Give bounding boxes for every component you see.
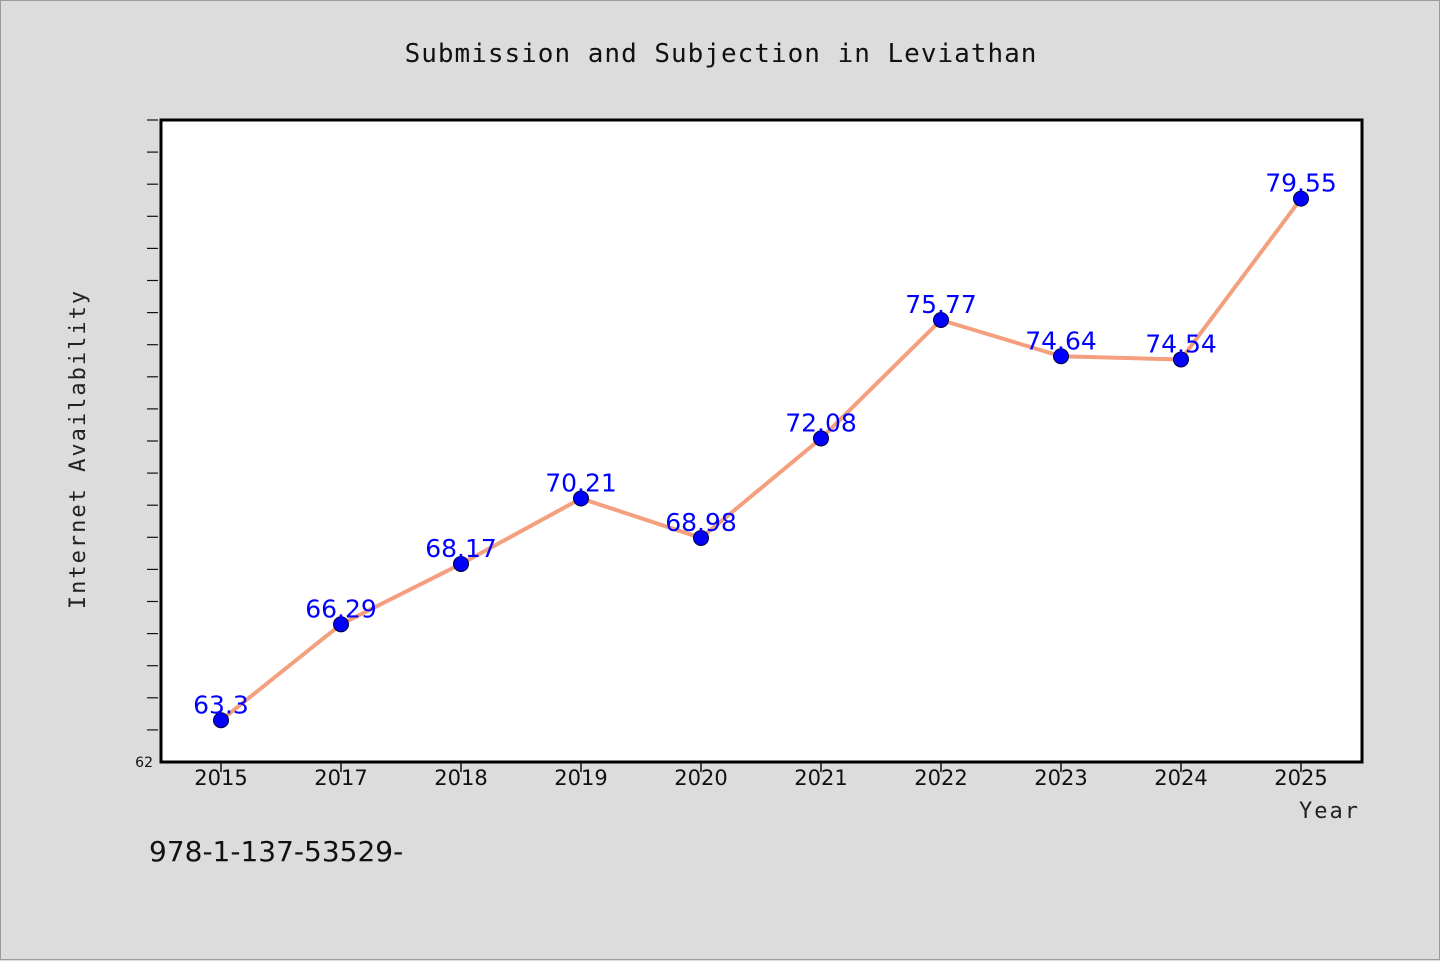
data-point xyxy=(813,430,829,447)
data-point xyxy=(453,555,469,572)
data-label-group: 63.3 66.29 68.17 70.21 68.98 72.08 75.77 74.64 7… xyxy=(193,169,1337,720)
x-axis-label: Year xyxy=(1299,799,1360,824)
x-tick-label: 2023 xyxy=(1034,766,1087,790)
data-label: 66.29 xyxy=(305,594,377,623)
y-axis-label: Internet Availability xyxy=(66,289,91,609)
x-tick-label: 2018 xyxy=(434,766,487,790)
data-label: 79.55 xyxy=(1265,169,1337,198)
y-axis-ticks xyxy=(147,119,158,731)
data-label: 68.98 xyxy=(665,508,737,537)
x-tick-label: 2024 xyxy=(1154,766,1207,790)
chart-title: Submission and Subjection in Leviathan xyxy=(405,39,1038,69)
data-point xyxy=(1293,190,1309,207)
y-tick-label: 62 xyxy=(135,755,153,771)
data-point xyxy=(213,712,229,729)
data-label: 75.77 xyxy=(905,290,977,319)
data-label: 63.3 xyxy=(193,690,249,719)
x-tick-label: 2015 xyxy=(194,766,247,790)
data-label: 74.64 xyxy=(1025,326,1097,355)
data-label: 74.54 xyxy=(1145,329,1217,358)
x-axis-ticks: 2015 2017 2018 2019 2020 2021 2022 2023 2024 2025 xyxy=(194,762,1328,790)
x-tick-label: 2021 xyxy=(794,766,847,790)
x-tick-label: 2017 xyxy=(314,766,367,790)
data-label: 70.21 xyxy=(545,468,617,497)
data-point xyxy=(573,490,589,507)
data-point xyxy=(1173,351,1189,368)
isbn-text: 978-1-137-53529- xyxy=(149,835,404,868)
data-point xyxy=(933,311,949,328)
series-line-group xyxy=(213,190,1309,729)
data-point xyxy=(1053,348,1069,365)
plot-area xyxy=(159,118,1364,764)
x-tick-label: 2019 xyxy=(554,766,607,790)
series-line xyxy=(219,196,1303,723)
x-tick-label: 2025 xyxy=(1274,766,1327,790)
x-tick-label: 2020 xyxy=(674,766,727,790)
data-point xyxy=(693,529,709,546)
x-tick-label: 2022 xyxy=(914,766,967,790)
data-label: 68.17 xyxy=(425,534,497,563)
data-label: 72.08 xyxy=(785,408,857,437)
data-point xyxy=(333,616,349,633)
